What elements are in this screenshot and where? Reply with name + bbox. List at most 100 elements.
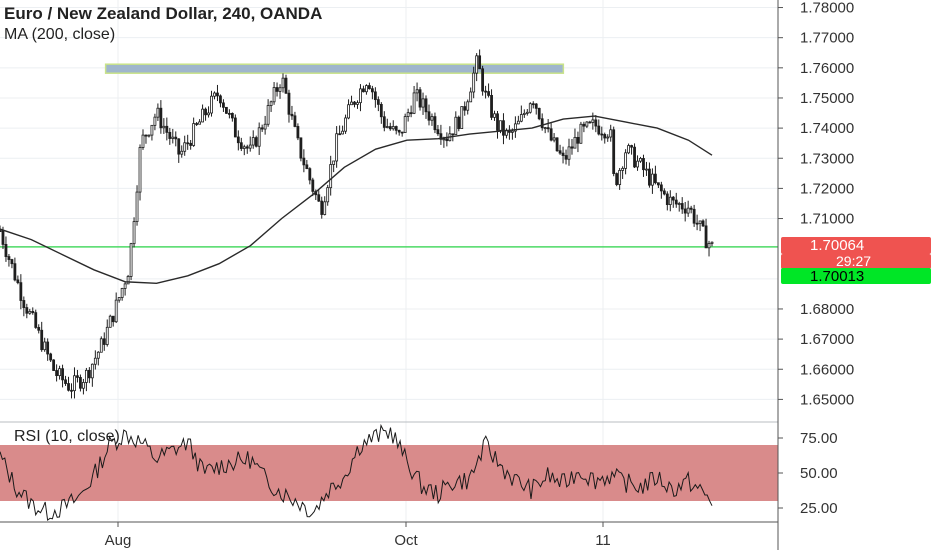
candle-body: [430, 116, 434, 121]
candle-body: [469, 91, 473, 103]
candle-body: [13, 263, 17, 281]
candle-body: [695, 222, 699, 225]
candle-body: [576, 136, 580, 144]
indicator-label: MA (200, close): [4, 26, 115, 43]
candle-body: [436, 129, 440, 135]
candle-body: [415, 89, 419, 94]
candle-body: [350, 101, 353, 106]
candle-body: [406, 112, 410, 117]
candle-body: [496, 113, 499, 131]
candle-body: [40, 329, 44, 351]
rsi-y-tick-label: 50.00: [800, 465, 838, 482]
candle-body: [204, 108, 207, 116]
candle-body: [570, 146, 574, 149]
candle-body: [636, 160, 639, 168]
candle-body: [4, 244, 8, 257]
candle-body: [236, 136, 240, 144]
price-candles: [0, 49, 714, 399]
y-tick-label: 1.75000: [800, 90, 854, 107]
candle-body: [582, 123, 586, 127]
candle-body: [353, 101, 356, 105]
candle-body: [272, 87, 276, 103]
candle-body: [213, 92, 216, 97]
candle-body: [344, 117, 347, 132]
countdown-badge-text: 29:27: [836, 253, 871, 269]
candle-body: [162, 125, 166, 129]
candle-body: [233, 117, 237, 138]
rsi-y-tick-label: 75.00: [800, 430, 838, 447]
candle-body: [192, 123, 196, 146]
x-tick-label: 11: [595, 532, 611, 549]
candle-body: [317, 194, 321, 202]
candle-body: [368, 85, 371, 90]
candle-body: [621, 167, 625, 171]
candle-body: [275, 87, 279, 92]
candle-body: [120, 288, 124, 298]
candle-body: [609, 129, 613, 138]
candle-body: [114, 299, 118, 323]
candle-body: [251, 137, 255, 146]
candle-body: [111, 315, 115, 323]
candle-body: [201, 108, 204, 123]
chart-title: Euro / New Zealand Dollar, 240, OANDA: [4, 4, 322, 23]
candle-body: [379, 104, 383, 118]
candle-body: [540, 118, 544, 129]
y-tick-label: 1.71000: [800, 211, 854, 228]
candle-body: [245, 146, 249, 149]
candle-body: [442, 138, 446, 141]
candle-body: [263, 123, 267, 130]
candle-body: [347, 104, 350, 119]
candle-body: [19, 282, 23, 301]
candle-body: [513, 123, 517, 132]
candle-body: [400, 131, 404, 134]
price-badge-top-text: 1.70064: [810, 237, 864, 254]
candle-body: [320, 200, 324, 215]
y-tick-label: 1.67000: [800, 331, 854, 348]
candle-body: [362, 88, 365, 93]
candle-body: [227, 112, 231, 115]
candle-body: [618, 170, 622, 185]
candle-body: [222, 102, 225, 108]
candle-body: [296, 126, 300, 139]
candle-body: [421, 98, 425, 108]
candle-body: [648, 168, 651, 186]
candle-body: [645, 168, 648, 171]
candle-body: [189, 142, 193, 146]
candle-body: [627, 145, 630, 154]
candle-body: [528, 103, 532, 113]
candle-body: [642, 158, 645, 171]
candle-body: [34, 312, 38, 328]
candle-body: [183, 142, 187, 152]
candle-body: [591, 119, 595, 123]
candle-body: [156, 107, 160, 118]
candle-body: [600, 133, 604, 136]
candle-body: [359, 88, 362, 104]
candle-body: [216, 92, 219, 97]
candle-body: [266, 105, 270, 125]
candle-body: [603, 134, 607, 139]
candle-body: [457, 116, 461, 130]
candle-body: [16, 279, 20, 284]
candle-body: [365, 85, 368, 93]
candle-body: [165, 125, 169, 133]
candle-body: [665, 193, 669, 206]
candle-body: [278, 87, 282, 92]
y-tick-label: 1.72000: [800, 180, 854, 197]
candle-body: [290, 113, 294, 117]
candle-body: [490, 94, 493, 118]
candle-body: [10, 259, 14, 265]
candle-body: [269, 101, 273, 106]
candle-body: [475, 55, 479, 74]
candle-body: [1, 230, 5, 245]
candle-body: [573, 136, 577, 149]
candle-body: [242, 146, 246, 149]
candle-body: [90, 363, 94, 379]
candle-body: [454, 116, 458, 135]
candle-body: [210, 95, 213, 114]
candle-body: [519, 114, 523, 122]
candle-body: [126, 276, 130, 285]
candle-body: [424, 98, 428, 113]
candle-body: [171, 136, 175, 139]
candle-body: [177, 138, 181, 155]
candle-body: [335, 133, 339, 162]
